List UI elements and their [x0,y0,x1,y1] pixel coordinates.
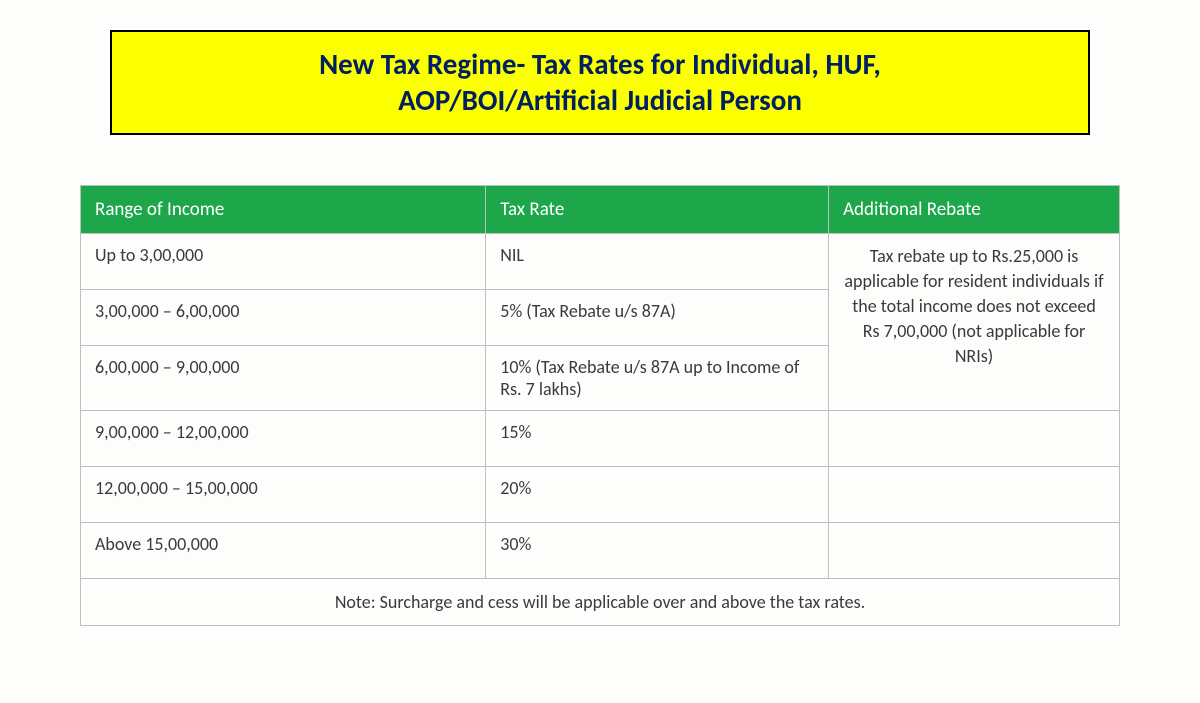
cell-range: Above 15,00,000 [81,522,486,578]
header-rate: Tax Rate [486,185,829,233]
cell-range: 6,00,000 – 9,00,000 [81,345,486,410]
cell-note: Note: Surcharge and cess will be applica… [81,578,1120,625]
cell-rate: 20% [486,466,829,522]
table-row: Up to 3,00,000 NIL Tax rebate up to Rs.2… [81,233,1120,289]
title-banner: New Tax Regime- Tax Rates for Individual… [110,30,1090,135]
title-line-1: New Tax Regime- Tax Rates for Individual… [319,46,881,82]
cell-empty [829,466,1120,522]
cell-rebate: Tax rebate up to Rs.25,000 is applicable… [829,233,1120,410]
page-title: New Tax Regime- Tax Rates for Individual… [152,46,1048,119]
cell-rate: 10% (Tax Rebate u/s 87A up to Income of … [486,345,829,410]
cell-rate: NIL [486,233,829,289]
table-row: Above 15,00,000 30% [81,522,1120,578]
cell-rate: 30% [486,522,829,578]
table-header-row: Range of Income Tax Rate Additional Reba… [81,185,1120,233]
table-note-row: Note: Surcharge and cess will be applica… [81,578,1120,625]
cell-empty [829,410,1120,466]
title-line-2: AOP/BOI/Artificial Judicial Person [398,82,802,118]
table-row: 9,00,000 – 12,00,000 15% [81,410,1120,466]
header-rebate: Additional Rebate [829,185,1120,233]
cell-rate: 5% (Tax Rebate u/s 87A) [486,289,829,345]
cell-range: 9,00,000 – 12,00,000 [81,410,486,466]
cell-empty [829,522,1120,578]
cell-range: Up to 3,00,000 [81,233,486,289]
cell-range: 12,00,000 – 15,00,000 [81,466,486,522]
header-range: Range of Income [81,185,486,233]
table-row: 12,00,000 – 15,00,000 20% [81,466,1120,522]
cell-rate: 15% [486,410,829,466]
tax-rate-table: Range of Income Tax Rate Additional Reba… [80,185,1120,626]
cell-range: 3,00,000 – 6,00,000 [81,289,486,345]
